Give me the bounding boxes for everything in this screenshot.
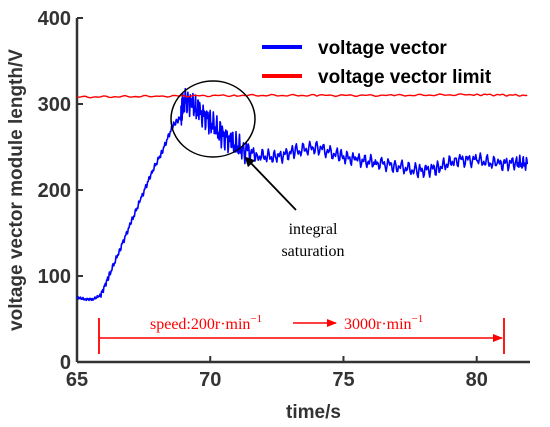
x-axis-label: time/s (286, 402, 341, 423)
speed-to-text: 3000r·min (344, 316, 412, 333)
x-tick-label: 65 (66, 369, 88, 391)
legend: voltage vector voltage vector limit (262, 38, 492, 88)
x-tick-label: 75 (332, 369, 354, 391)
speed-label-to: 3000r·min−1 (344, 313, 423, 333)
annotation-saturation: saturation (281, 243, 344, 260)
y-tick-label: 100 (38, 266, 71, 288)
series-line-voltage-vector-limit (76, 93, 528, 99)
saturation-arrow (244, 156, 297, 211)
y-tick-label: 400 (38, 8, 71, 30)
y-tick-label: 300 (38, 94, 71, 116)
axes: 65 70 75 80 0 100 200 300 400 time/s voltage vecto… (6, 8, 530, 423)
x-tick-label: 70 (199, 369, 221, 391)
y-axis-label: voltage vector module length/V (6, 49, 27, 331)
speed-from-exponent: −1 (250, 313, 262, 325)
legend-label-voltage-vector-limit: voltage vector limit (318, 67, 492, 88)
speed-label-from: speed:200r·min−1 (150, 313, 262, 333)
y-tick-label: 0 (60, 352, 71, 374)
y-tick-label: 200 (38, 180, 71, 202)
speed-from-text: speed:200r·min (150, 316, 250, 333)
speed-to-exponent: −1 (412, 313, 424, 325)
saturation-ellipse (170, 80, 256, 158)
series-layer (76, 87, 529, 302)
annotation-integral: integral (289, 221, 338, 238)
legend-label-voltage-vector: voltage vector (318, 38, 447, 59)
x-tick-label: 80 (466, 369, 488, 391)
annotation-layer: integral saturation speed:200r·min−1 300… (98, 80, 505, 354)
series-line-voltage-vector (76, 87, 529, 302)
